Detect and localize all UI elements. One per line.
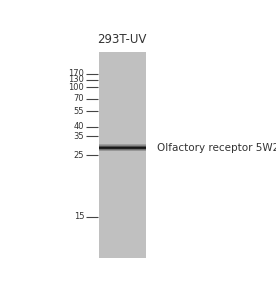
Text: 15: 15 xyxy=(74,212,84,221)
Text: 130: 130 xyxy=(68,75,84,84)
Text: 25: 25 xyxy=(74,151,84,160)
Text: 293T-UV: 293T-UV xyxy=(97,33,147,46)
Bar xyxy=(99,52,146,258)
Text: 55: 55 xyxy=(74,107,84,116)
Text: 40: 40 xyxy=(74,122,84,131)
Text: 35: 35 xyxy=(73,132,84,141)
Text: 70: 70 xyxy=(73,94,84,103)
Text: 100: 100 xyxy=(68,82,84,91)
Text: Olfactory receptor 5W2: Olfactory receptor 5W2 xyxy=(158,143,276,153)
Text: 170: 170 xyxy=(68,69,84,78)
